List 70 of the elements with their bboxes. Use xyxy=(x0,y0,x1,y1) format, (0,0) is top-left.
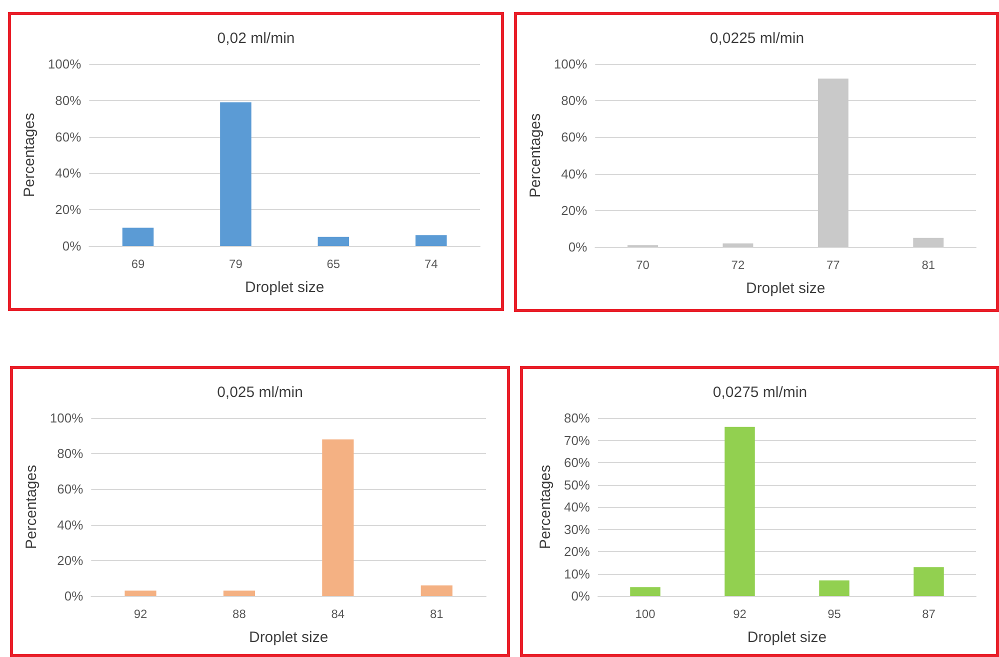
y-tick-label: 0% xyxy=(571,588,590,604)
x-axis-title: Droplet size xyxy=(747,629,827,646)
x-tick-label: 81 xyxy=(430,607,444,621)
y-tick-label: 20% xyxy=(564,544,590,559)
y-tick-label: 20% xyxy=(57,552,84,568)
x-tick-label: 69 xyxy=(131,257,145,271)
y-axis-title: Percentages xyxy=(23,464,40,550)
y-tick-label: 80% xyxy=(55,92,82,108)
y-tick-label: 100% xyxy=(48,56,82,72)
x-tick-label: 72 xyxy=(731,258,745,272)
bar xyxy=(124,590,156,596)
y-tick-label: 0% xyxy=(62,238,82,254)
y-tick-label: 60% xyxy=(57,482,84,497)
y-tick-label: 80% xyxy=(57,446,84,462)
x-tick-label: 95 xyxy=(828,607,842,621)
y-tick-label: 80% xyxy=(561,93,588,108)
bar xyxy=(223,590,256,596)
bar xyxy=(722,243,754,247)
x-tick-label: 70 xyxy=(636,258,650,272)
x-tick-label: 84 xyxy=(331,607,345,621)
y-tick-label: 70% xyxy=(564,432,590,448)
chart-title: 0,025 ml/min xyxy=(217,384,303,401)
bar xyxy=(322,439,354,596)
y-tick-label: 40% xyxy=(57,517,84,532)
y-tick-label: 0% xyxy=(64,588,84,604)
x-tick-label: 100 xyxy=(635,607,656,621)
y-axis-title: Percentages xyxy=(21,112,38,198)
y-tick-label: 100% xyxy=(554,56,588,72)
bar xyxy=(913,238,944,247)
x-tick-label: 88 xyxy=(232,607,246,621)
x-tick-label: 81 xyxy=(922,258,936,272)
x-axis-title: Droplet size xyxy=(248,629,328,646)
y-tick-label: 30% xyxy=(564,522,590,537)
bar xyxy=(220,102,252,246)
y-tick-label: 20% xyxy=(55,202,82,218)
bar xyxy=(724,426,755,596)
bar xyxy=(914,567,944,596)
y-tick-label: 60% xyxy=(564,455,590,470)
x-axis-title: Droplet size xyxy=(244,279,324,296)
x-tick-label: 87 xyxy=(922,607,936,621)
y-tick-label: 0% xyxy=(568,240,588,254)
y-tick-label: 40% xyxy=(564,500,590,514)
bar xyxy=(630,587,660,596)
chart-title: 0,0275 ml/min xyxy=(712,384,808,401)
y-tick-label: 50% xyxy=(564,477,590,492)
y-tick-label: 40% xyxy=(561,166,588,182)
x-tick-label: 92 xyxy=(733,607,747,621)
bar xyxy=(818,78,848,247)
y-tick-label: 80% xyxy=(564,410,590,426)
bar xyxy=(122,228,154,246)
bar xyxy=(420,585,452,596)
y-tick-label: 10% xyxy=(564,566,590,582)
x-tick-label: 65 xyxy=(326,257,340,271)
y-axis-title: Percentages xyxy=(537,464,554,550)
x-tick-label: 79 xyxy=(229,257,243,271)
y-tick-label: 60% xyxy=(561,130,588,145)
bar xyxy=(819,580,850,596)
x-tick-label: 77 xyxy=(826,258,840,272)
x-tick-label: 74 xyxy=(424,257,438,271)
y-tick-label: 100% xyxy=(50,410,84,426)
x-tick-label: 92 xyxy=(134,607,148,621)
bar xyxy=(416,235,447,246)
bar xyxy=(318,236,350,246)
y-tick-label: 20% xyxy=(561,202,588,218)
chart-title: 0,02 ml/min xyxy=(217,30,295,47)
y-tick-label: 40% xyxy=(55,166,82,181)
y-tick-label: 60% xyxy=(55,129,82,144)
chart-title: 0,0225 ml/min xyxy=(710,30,804,47)
y-axis-title: Percentages xyxy=(527,113,544,198)
x-axis-title: Droplet size xyxy=(746,280,826,297)
